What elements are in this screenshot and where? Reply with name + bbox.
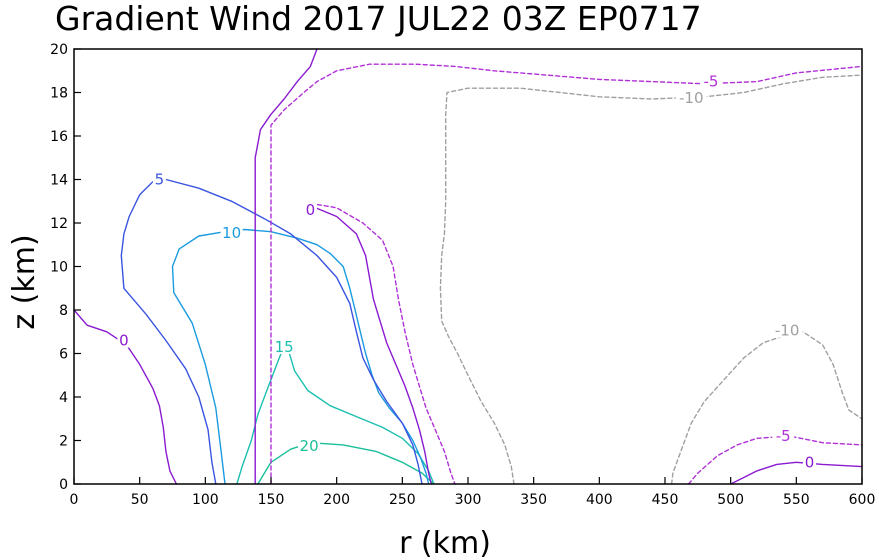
contour-label-neg10: -10 <box>775 322 800 340</box>
y-tick-label-12: 12 <box>50 216 68 232</box>
contour-label-0: 0 <box>805 453 815 471</box>
contour-label-0: 0 <box>306 201 316 219</box>
y-tick-label-2: 2 <box>59 434 68 450</box>
y-axis-label: z (km) <box>7 234 42 329</box>
contour-label-bg <box>273 337 296 354</box>
contour-line-level-10 <box>171 228 430 485</box>
contour-label-10: 10 <box>222 224 241 242</box>
contour-label-bg <box>772 427 795 444</box>
contour-label-bg <box>298 436 321 453</box>
y-tick-label-4: 4 <box>59 390 68 406</box>
x-tick-label-250: 250 <box>389 492 416 508</box>
y-tick-label-0: 0 <box>59 477 68 493</box>
contour-label-20: 20 <box>300 437 319 455</box>
contour-label-5: 5 <box>155 171 165 189</box>
contour-label-0: 0 <box>119 331 129 349</box>
contour-label-bg <box>220 223 243 240</box>
contour-label-15: 15 <box>275 338 294 356</box>
contour-label-bg <box>675 88 707 105</box>
chart-title: Gradient Wind 2017 JUL22 03Z EP0717 <box>55 0 702 38</box>
contour-line-level-15 <box>236 348 435 485</box>
x-tick-label-600: 600 <box>849 492 876 508</box>
y-tick-label-14: 14 <box>50 173 68 189</box>
x-tick-label-550: 550 <box>783 492 810 508</box>
x-tick-label-450: 450 <box>652 492 679 508</box>
contour-label-bg <box>117 331 131 348</box>
x-tick-label-100: 100 <box>192 492 219 508</box>
y-tick-label-10: 10 <box>50 260 68 276</box>
contour-line-level-5 <box>120 178 423 485</box>
x-tick-label-200: 200 <box>323 492 350 508</box>
x-tick-label-400: 400 <box>586 492 613 508</box>
contour-line-level-20 <box>257 442 435 485</box>
y-tick-label-16: 16 <box>50 129 68 145</box>
x-tick-label-150: 150 <box>258 492 285 508</box>
x-axis-ticks: 0 50 100 150 200 250 300 350 400 450 500 550 600 <box>70 477 876 508</box>
contour-label-bg <box>699 72 722 89</box>
contour-label-bg <box>152 170 166 187</box>
y-tick-label-6: 6 <box>59 347 68 363</box>
plot-frame <box>73 48 863 485</box>
x-tick-label-0: 0 <box>70 492 79 508</box>
contour-label-bg <box>802 453 816 470</box>
x-axis-label: r (km) <box>399 526 491 560</box>
x-tick-label-350: 350 <box>520 492 547 508</box>
contour-label-neg10: -10 <box>679 89 704 107</box>
contour-lines <box>73 48 863 485</box>
contour-line-level-0 <box>73 48 863 485</box>
contour-label-neg5: -5 <box>703 73 718 91</box>
x-tick-label-50: 50 <box>131 492 149 508</box>
contour-label-bg <box>303 200 317 217</box>
contour-line-level-neg10 <box>439 74 863 485</box>
y-tick-label-18: 18 <box>50 86 68 102</box>
y-axis-ticks: 0 2 4 6 8 10 12 14 16 18 20 <box>50 42 81 493</box>
contour-label-bg <box>771 321 803 338</box>
contour-line-level-neg5 <box>270 63 863 485</box>
x-tick-label-300: 300 <box>455 492 482 508</box>
y-tick-label-8: 8 <box>59 303 68 319</box>
y-tick-label-20: 20 <box>50 42 68 58</box>
contour-label-neg5: -5 <box>776 427 791 445</box>
x-tick-label-500: 500 <box>717 492 744 508</box>
